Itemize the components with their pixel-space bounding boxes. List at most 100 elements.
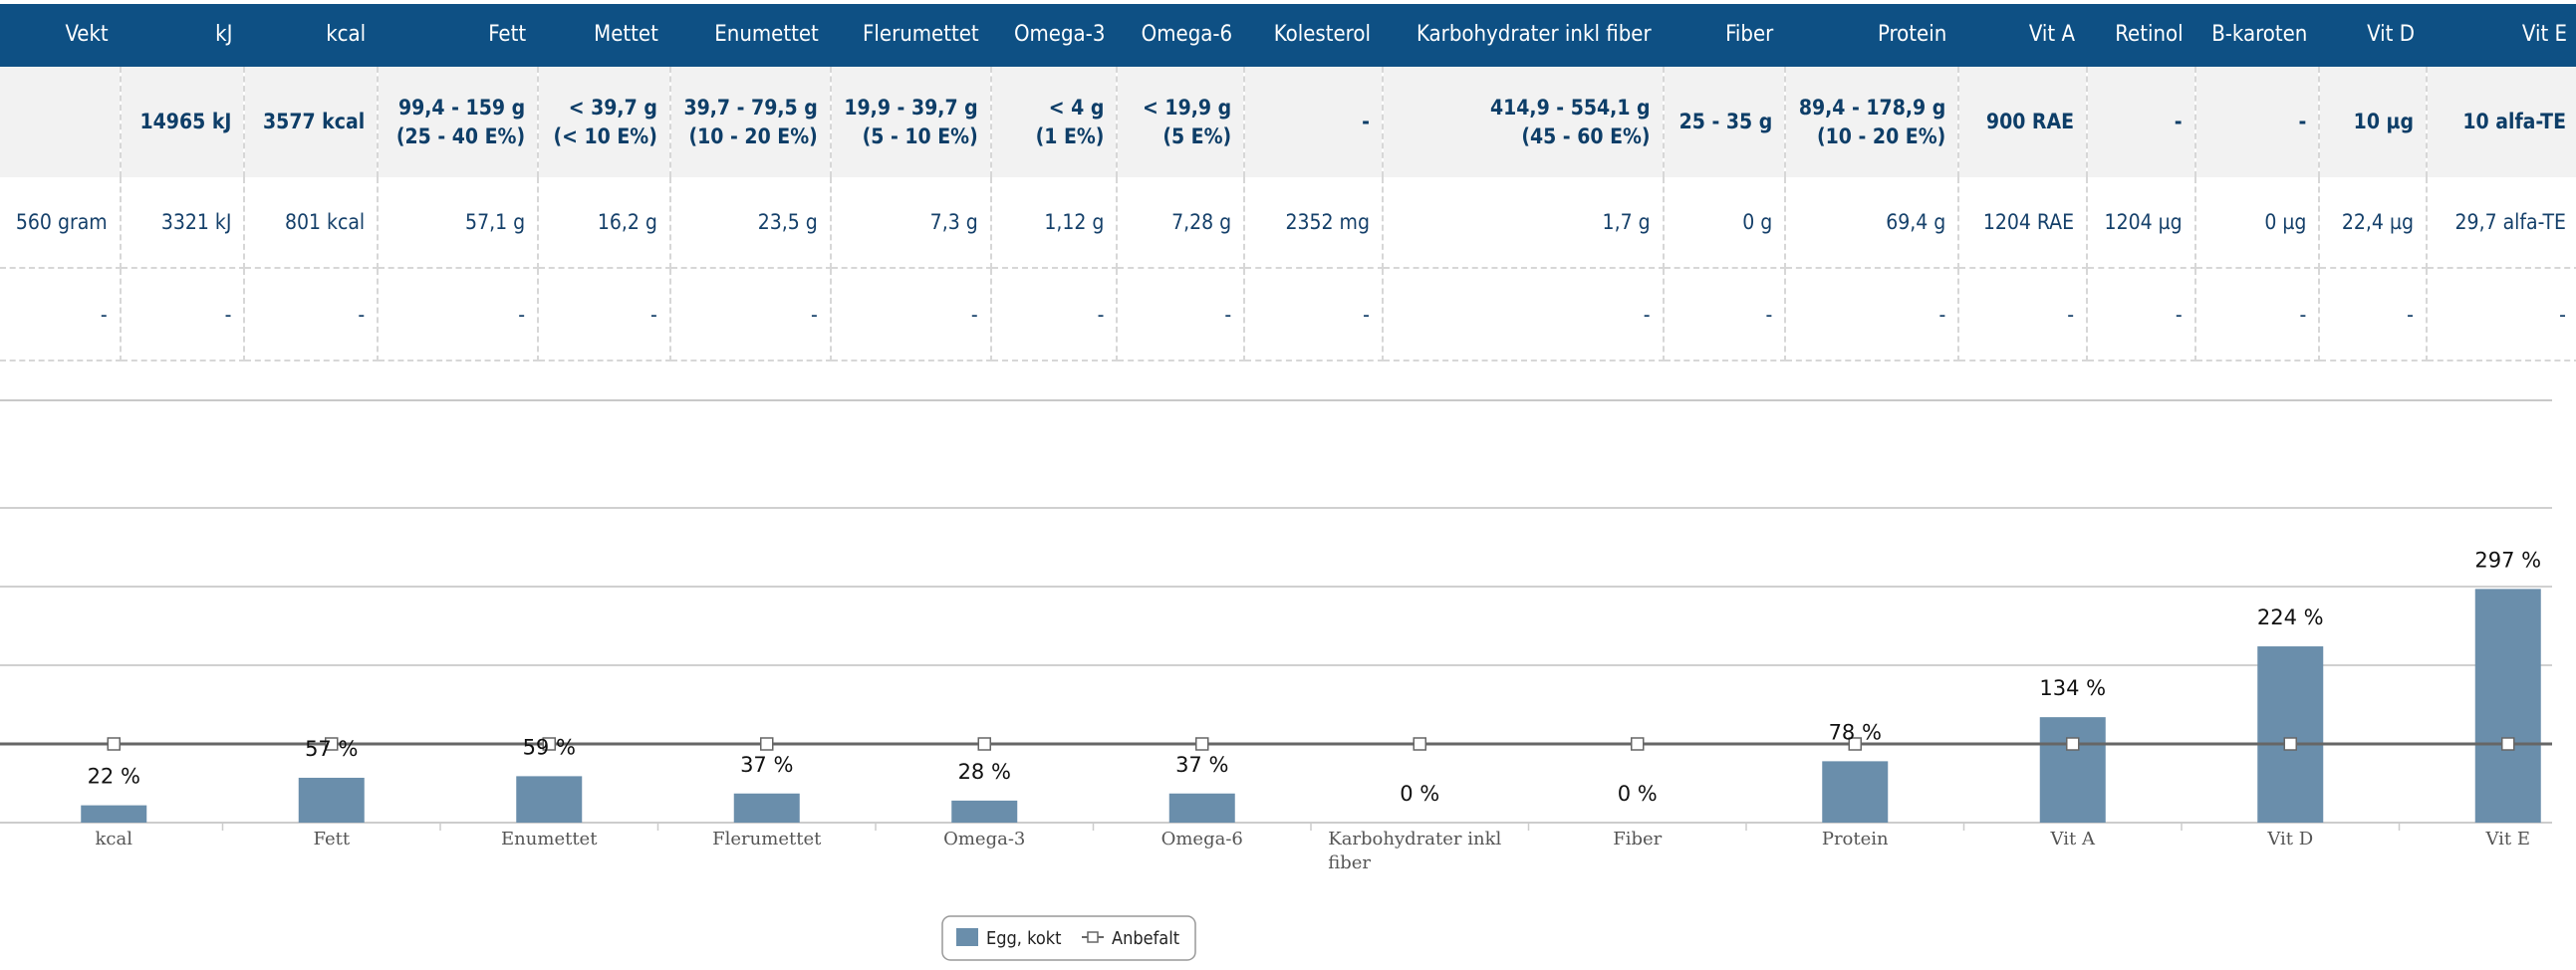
header-cell-omega-6: Omega-6 [1117,4,1245,67]
header-cell-omega-3: Omega-3 [990,4,1118,67]
value-cell-mettet: 16,2 g [538,177,671,269]
recommended-cell-kj: 14965 kJ [120,66,246,177]
empty-cell-fett: - [378,268,540,362]
data-label-kcal: 22 % [88,765,140,789]
bar-series-egg [81,589,2541,823]
legend-marker [1087,931,1099,943]
recommended-cell-mettet: < 39,7 g (< 10 E%) [538,66,671,177]
bar-kcal[interactable] [81,805,147,823]
data-label-vit-d: 224 % [2257,606,2324,629]
x-tick-vit-e: Vit E [2484,829,2530,849]
bar-omega-6[interactable] [1168,793,1235,823]
value-cell-vit-a: 1204 RAE [1958,177,2089,269]
header-cell-vit-d: Vit D [2319,4,2427,67]
data-label-fiber: 0 % [1618,782,1658,806]
data-labels: 22 % 57 % 59 % 37 % 28 % 37 % 0 % 0 % 78 % 134 % 2… [88,548,2542,806]
anbefalt-marker-omega-6[interactable] [1195,737,1209,751]
empty-row: ------------------ [0,268,2576,362]
value-cell-karbohydrater-inkl-fiber: 1,7 g [1382,177,1665,269]
anbefalt-marker-karbohydrater-inkl-fiber[interactable] [1413,737,1426,751]
x-tick-vit-d: Vit D [2266,829,2313,849]
data-label-enumettet: 59 % [523,735,576,759]
recommended-cell-vit-d: 10 µg [2319,66,2428,177]
header-cell-karbohydrater-inkl-fiber: Karbohydrater inkl fiber [1382,4,1664,67]
empty-cell-omega-3: - [990,268,1119,362]
anbefalt-marker-fiber[interactable] [1631,737,1645,751]
empty-cell-flerumettet: - [830,268,992,362]
header-cell-kcal: kcal [244,4,379,67]
recommended-cell-omega-6: < 19,9 g (5 E%) [1117,66,1246,177]
anbefalt-marker-vit-a[interactable] [2066,737,2080,751]
data-label-flerumettet: 37 % [740,753,793,777]
x-tick-flerumettet: Flerumettet [712,829,822,849]
data-label-vit-e: 297 % [2474,548,2541,572]
recommended-cell-kcal: 3577 kcal [244,66,380,177]
values-row: 560 gram 3321 kJ 801 kcal 57,1 g 16,2 g 23,5 … [0,177,2576,269]
bar-vit-d[interactable] [2257,646,2324,823]
legend-item-anbefalt[interactable]: Anbefalt [1112,928,1179,949]
anbefalt-marker-flerumettet[interactable] [760,737,774,751]
recommended-cell-retinol: - [2087,66,2196,177]
x-tick-fiber: Fiber [1613,829,1662,849]
empty-cell-kcal: - [244,268,380,362]
chart-legend[interactable]: Egg, kokt Anbefalt [941,915,1196,961]
anbefalt-marker-omega-3[interactable] [977,737,991,751]
bar-vit-a[interactable] [2039,717,2106,823]
header-cell-fett: Fett [378,4,539,67]
x-tick-omega-6: Omega-6 [1161,829,1243,849]
header-cell-retinol: Retinol [2087,4,2195,67]
value-cell-b-karoten: 0 µg [2194,177,2321,269]
header-cell-b-karoten: B-karoten [2194,4,2320,67]
data-label-omega-3: 28 % [958,760,1011,784]
bar-omega-3[interactable] [951,800,1018,823]
bar-protein[interactable] [1822,761,1889,823]
anbefalt-marker-vit-e[interactable] [2501,737,2515,751]
nutrition-table: Vekt kJ kcal Fett Mettet Enumettet Flerumettet… [0,4,2576,362]
bar-vit-e[interactable] [2474,589,2541,823]
recommended-cell-b-karoten: - [2194,66,2321,177]
anbefalt-marker-vit-d[interactable] [2283,737,2297,751]
empty-cell-vit-e: - [2426,268,2576,362]
recommended-cell-fett: 99,4 - 159 g (25 - 40 E%) [378,66,540,177]
recommended-cell-vekt [0,66,122,177]
value-cell-fiber: 0 g [1663,177,1787,269]
header-cell-vit-a: Vit A [1958,4,2088,67]
value-cell-enumettet: 23,5 g [669,177,832,269]
legend-bar-swatch [956,928,978,946]
value-cell-flerumettet: 7,3 g [830,177,992,269]
anbefalt-marker-protein[interactable] [1848,737,1862,751]
header-cell-kj: kJ [120,4,245,67]
legend-item-egg[interactable]: Egg, kokt [986,928,1061,949]
anbefalt-marker-fett[interactable] [325,737,339,751]
data-label-fett: 57 % [305,737,358,761]
empty-cell-vit-d: - [2319,268,2428,362]
empty-cell-retinol: - [2087,268,2196,362]
grid-lines [0,507,2552,824]
legend-box [941,915,1196,961]
value-cell-omega-3: 1,12 g [990,177,1119,269]
bar-fett[interactable] [298,777,365,823]
value-cell-kj: 3321 kJ [120,177,246,269]
empty-cell-protein: - [1785,268,1960,362]
header-cell-mettet: Mettet [538,4,670,67]
table-header-row: Vekt kJ kcal Fett Mettet Enumettet Flerumettet… [0,4,2576,67]
recommended-cell-kolesterol: - [1244,66,1384,177]
header-cell-flerumettet: Flerumettet [830,4,991,67]
anbefalt-marker-kcal[interactable] [107,737,121,751]
empty-cell-vit-a: - [1958,268,2089,362]
bar-flerumettet[interactable] [733,793,800,823]
value-cell-protein: 69,4 g [1785,177,1960,269]
empty-cell-enumettet: - [669,268,832,362]
header-cell-vit-e: Vit E [2426,4,2576,67]
x-tick-vit-a: Vit A [2050,829,2096,849]
line-series-anbefalt [0,737,2552,751]
bar-enumettet[interactable] [516,776,583,823]
value-cell-vit-d: 22,4 µg [2319,177,2428,269]
empty-cell-vekt: - [0,268,122,362]
header-cell-protein: Protein [1785,4,1959,67]
recommended-cell-omega-3: < 4 g (1 E%) [990,66,1119,177]
recommended-cell-protein: 89,4 - 178,9 g (10 - 20 E%) [1785,66,1960,177]
anbefalt-marker-enumettet[interactable] [542,737,556,751]
